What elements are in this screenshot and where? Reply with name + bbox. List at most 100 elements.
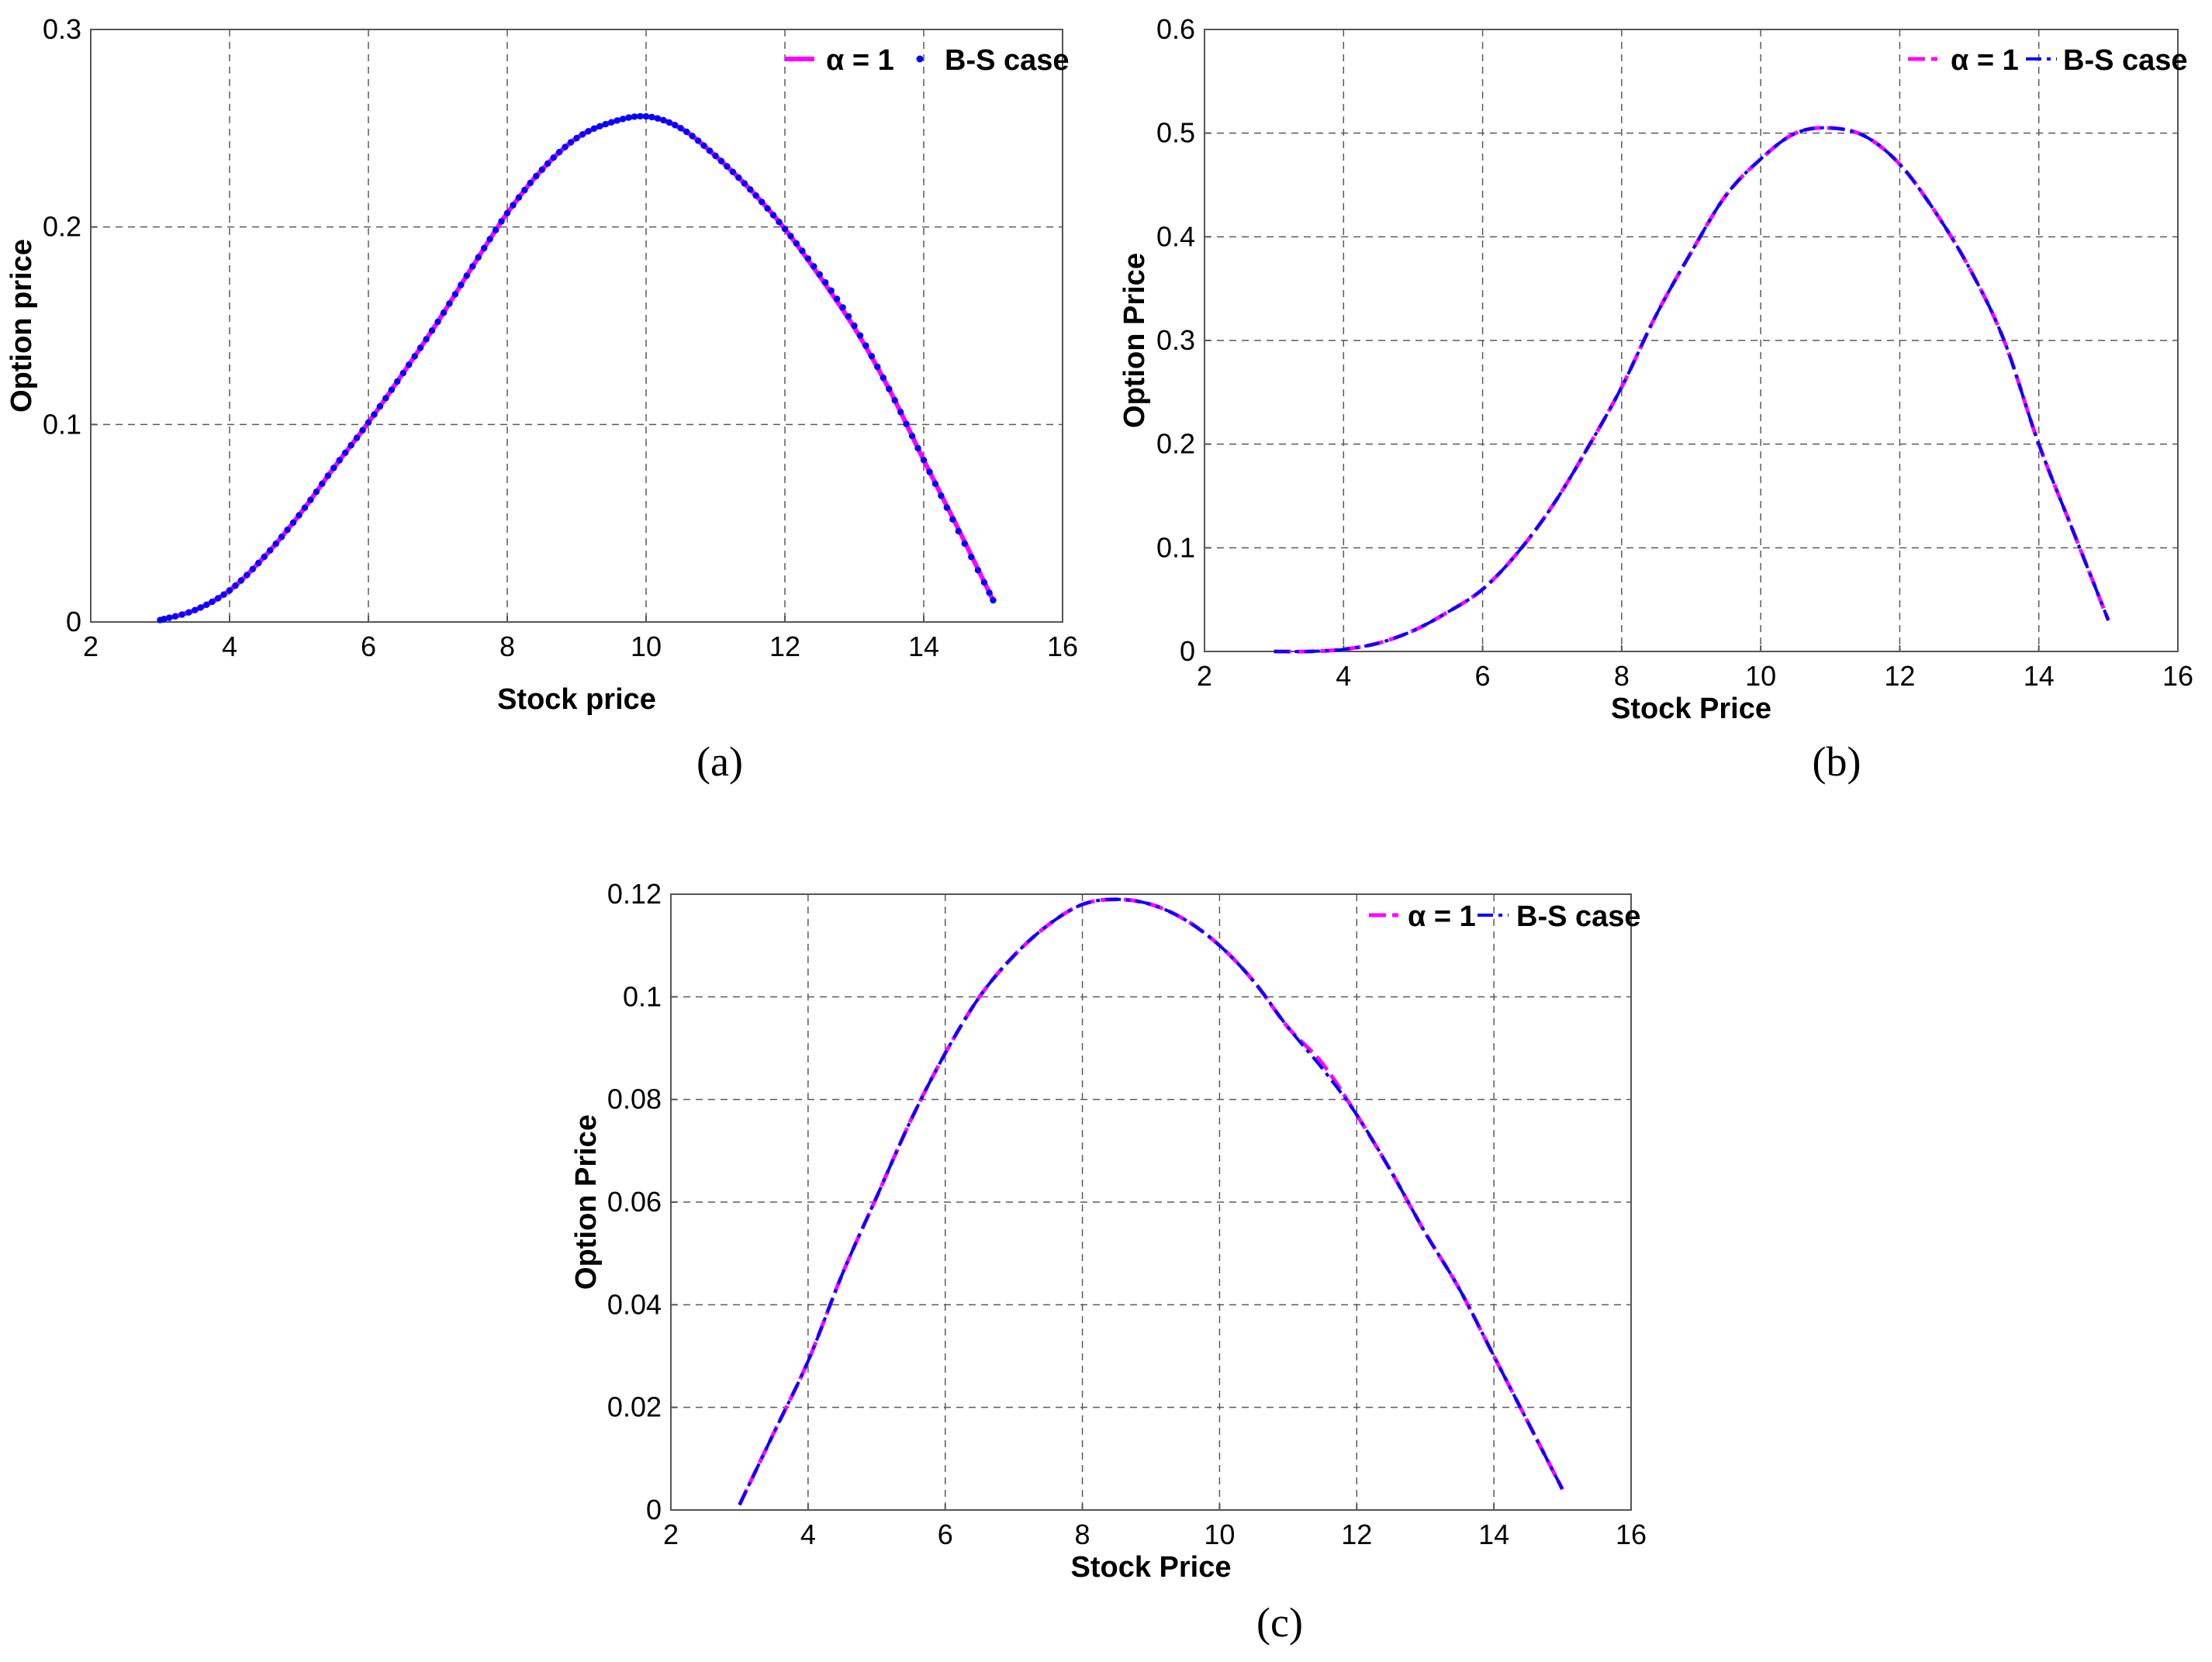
series-1-line bbox=[1274, 126, 2110, 654]
y-tick-label: 0.02 bbox=[607, 1391, 662, 1423]
y-tick-label: 0.1 bbox=[43, 408, 81, 440]
x-tick-label: 2 bbox=[83, 631, 99, 662]
y-tick-label: 0 bbox=[66, 606, 81, 638]
data-point bbox=[986, 589, 993, 596]
y-tick-label: 0.2 bbox=[43, 211, 81, 243]
data-point bbox=[839, 304, 846, 311]
data-point bbox=[562, 143, 569, 150]
data-point bbox=[301, 504, 309, 511]
panel-label: (b) bbox=[1813, 738, 1861, 785]
x-tick-label: 2 bbox=[1197, 660, 1212, 692]
data-point bbox=[759, 199, 766, 206]
data-point bbox=[261, 553, 268, 561]
y-axis-title: Option Price bbox=[570, 1114, 603, 1290]
data-point bbox=[891, 397, 898, 404]
x-tick-label: 16 bbox=[2162, 660, 2193, 692]
data-point bbox=[689, 133, 696, 140]
data-point bbox=[868, 353, 876, 360]
data-point bbox=[399, 369, 406, 377]
data-point bbox=[406, 361, 413, 368]
data-point bbox=[573, 134, 580, 142]
legend: α = 1 B-S case bbox=[785, 44, 1070, 77]
data-point bbox=[642, 112, 650, 120]
y-tick-label: 0.06 bbox=[607, 1186, 662, 1218]
x-axis-title: Stock price bbox=[497, 683, 656, 716]
data-point bbox=[608, 119, 615, 126]
y-tick-label: 0.3 bbox=[43, 13, 81, 45]
data-point bbox=[729, 168, 737, 175]
data-point bbox=[961, 540, 968, 548]
x-tick-label: 10 bbox=[631, 631, 662, 662]
y-tick-label: 0.2 bbox=[1156, 428, 1195, 460]
data-point bbox=[503, 209, 511, 216]
legend-label: B-S case bbox=[2063, 44, 2188, 77]
data-point bbox=[683, 128, 690, 136]
x-tick-label: 8 bbox=[1075, 1519, 1090, 1550]
data-point bbox=[862, 342, 869, 349]
legend-label: B-S case bbox=[1516, 900, 1641, 933]
data-point bbox=[845, 313, 852, 320]
data-point bbox=[486, 236, 493, 243]
data-point bbox=[324, 472, 331, 479]
chart-panel-b: 2 4 6 8 10 12 14 16 0 0.1 0.2 0.3 0.4 0.5 0.6 Stock Pri… bbox=[1118, 13, 2193, 785]
data-point bbox=[613, 117, 620, 124]
series-1-line bbox=[738, 897, 1564, 1506]
data-point bbox=[521, 186, 528, 194]
data-point bbox=[359, 427, 366, 434]
y-tick-label: 0.12 bbox=[607, 878, 662, 910]
plot-frame bbox=[90, 29, 1063, 623]
data-point bbox=[434, 318, 441, 326]
data-point bbox=[209, 598, 216, 606]
data-point bbox=[353, 434, 361, 441]
x-tick-label: 12 bbox=[1884, 660, 1915, 692]
data-point bbox=[828, 287, 835, 294]
data-point bbox=[897, 409, 904, 416]
x-tick-label: 6 bbox=[938, 1519, 953, 1550]
data-point bbox=[926, 468, 933, 475]
data-point bbox=[371, 411, 378, 418]
data-point bbox=[949, 516, 956, 523]
data-point bbox=[672, 122, 679, 129]
x-axis-title: Stock Price bbox=[1611, 693, 1771, 725]
x-tick-label: 10 bbox=[1745, 660, 1776, 692]
y-tick-label: 0.1 bbox=[623, 980, 662, 1012]
data-point bbox=[747, 186, 754, 193]
data-point bbox=[990, 596, 997, 604]
legend-swatch bbox=[916, 55, 924, 63]
x-tick-label: 12 bbox=[769, 631, 800, 662]
data-point bbox=[347, 442, 354, 449]
data-point bbox=[717, 157, 725, 164]
data-point bbox=[319, 480, 326, 487]
x-tick-label: 8 bbox=[1614, 660, 1630, 692]
data-point bbox=[469, 263, 476, 270]
data-point bbox=[267, 547, 274, 554]
data-point bbox=[492, 226, 499, 233]
data-point bbox=[764, 205, 771, 212]
data-point bbox=[458, 282, 465, 289]
data-point bbox=[769, 212, 777, 219]
y-tick-label: 0 bbox=[1180, 635, 1195, 667]
panel-label: (c) bbox=[1256, 1599, 1303, 1646]
plot-area bbox=[671, 894, 1631, 1510]
data-point bbox=[481, 244, 488, 252]
x-tick-label: 2 bbox=[663, 1519, 679, 1550]
data-point bbox=[931, 480, 939, 487]
data-point bbox=[793, 240, 800, 247]
data-point bbox=[342, 449, 349, 456]
data-point bbox=[165, 614, 173, 621]
data-point bbox=[968, 553, 975, 561]
data-point bbox=[700, 142, 707, 149]
data-point bbox=[272, 541, 279, 548]
data-point bbox=[567, 139, 575, 146]
data-point bbox=[724, 163, 731, 170]
legend-label: α = 1 bbox=[826, 44, 894, 77]
data-point bbox=[214, 595, 222, 602]
data-point bbox=[440, 309, 448, 316]
data-point bbox=[735, 174, 742, 181]
legend: α = 1 B-S case bbox=[1369, 900, 1641, 933]
data-point bbox=[856, 332, 864, 339]
chart-panel-c: 2 4 6 8 10 12 14 16 0 0.02 0.04 0.06 0.08 0.1 0.12 Stoc… bbox=[570, 878, 1647, 1646]
data-point bbox=[451, 291, 459, 298]
x-tick-label: 10 bbox=[1204, 1519, 1235, 1550]
data-point bbox=[822, 279, 829, 286]
